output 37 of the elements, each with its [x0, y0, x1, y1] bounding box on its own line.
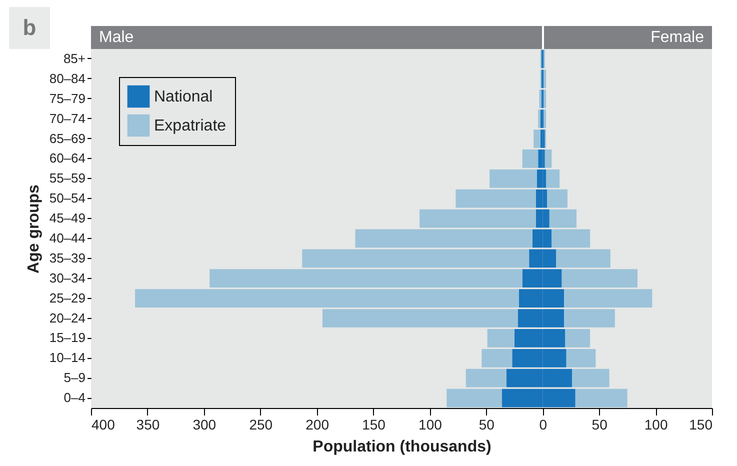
y-tick-label: 15–19 — [49, 330, 86, 346]
text: Male — [91, 26, 542, 49]
x-tick-label: 100 — [418, 416, 442, 432]
y-tick-label: 10–14 — [49, 350, 86, 366]
y-tick-label: 70–74 — [49, 110, 86, 126]
x-tick-label: 100 — [644, 416, 668, 432]
x-tick-label: 250 — [249, 416, 273, 432]
y-tick-label: 85+ — [63, 50, 86, 66]
x-tick-label: 50 — [592, 416, 608, 432]
x-tick-label: 150 — [362, 416, 386, 432]
y-tick-label: 35–39 — [49, 250, 86, 266]
y-tick-label: 5–9 — [64, 370, 86, 386]
y-tick-label: 60–64 — [49, 150, 86, 166]
x-tick-label: 50 — [478, 416, 495, 432]
y-tick-label: 0–4 — [64, 390, 86, 406]
y-tick-label: 50–54 — [49, 190, 86, 206]
x-tick-label: 150 — [689, 416, 713, 432]
y-tick-label: 20–24 — [49, 310, 86, 326]
y-tick-label: 75–79 — [49, 90, 86, 106]
x-tick-label: 400 — [92, 416, 116, 432]
legend-label: Expatriate — [154, 118, 226, 134]
x-axis-title: Population (thousands) — [312, 438, 492, 456]
x-tick-label: 0 — [539, 416, 548, 432]
y-tick-label: 65–69 — [49, 130, 86, 146]
text: b — [9, 7, 50, 49]
y-tick-label: 45–49 — [49, 210, 86, 226]
y-tick-label: 25–29 — [49, 290, 86, 306]
text: Female — [544, 26, 712, 49]
y-axis-title: Age groups — [25, 184, 42, 274]
x-tick-label: 350 — [136, 416, 160, 432]
x-tick-label: 300 — [192, 416, 216, 432]
x-tick-label: 200 — [306, 416, 330, 432]
legend-label: National — [154, 88, 213, 106]
y-tick-label: 55–59 — [49, 170, 86, 186]
y-tick-label: 80–84 — [49, 70, 86, 86]
y-tick-label: 30–34 — [49, 270, 86, 286]
y-tick-label: 40–44 — [49, 230, 86, 246]
